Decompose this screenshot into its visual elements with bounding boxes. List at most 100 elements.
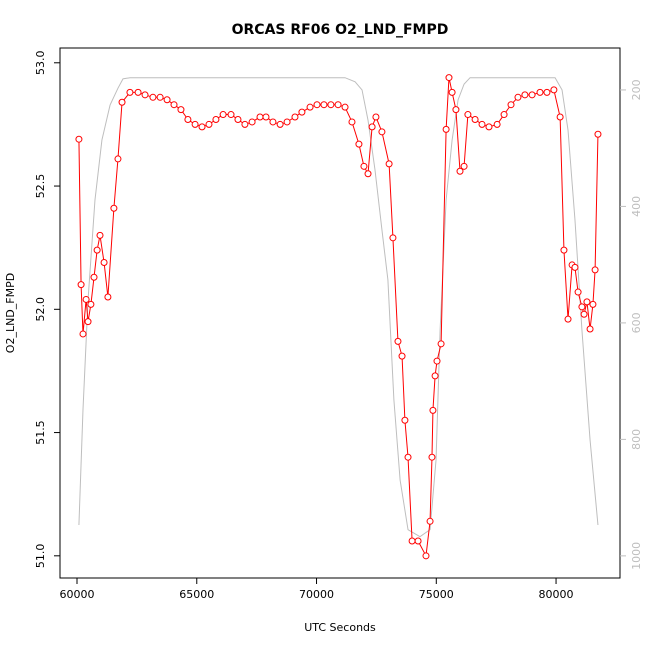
data-point — [96, 231, 104, 239]
data-point — [431, 372, 439, 380]
data-point — [198, 123, 206, 131]
data-point — [456, 167, 464, 175]
data-point — [93, 246, 101, 254]
data-point — [364, 170, 372, 178]
data-point — [87, 300, 95, 308]
data-point — [276, 120, 284, 128]
data-point — [90, 273, 98, 281]
data-point — [560, 246, 568, 254]
data-point — [191, 120, 199, 128]
data-point — [556, 113, 564, 121]
data-point — [177, 106, 185, 114]
x-tick-label: 60000 — [60, 588, 95, 601]
data-point — [84, 318, 92, 326]
data-point — [404, 453, 412, 461]
data-point — [580, 310, 588, 318]
data-point — [82, 295, 90, 303]
data-point — [445, 74, 453, 82]
x-tick-label: 75000 — [419, 588, 454, 601]
data-point — [313, 101, 321, 109]
y2-tick-label: 800 — [630, 429, 643, 450]
data-point — [170, 101, 178, 109]
y2-tick-label: 400 — [630, 196, 643, 217]
data-point — [291, 113, 299, 121]
data-point — [141, 91, 149, 99]
y2-tick-label: 1000 — [630, 542, 643, 570]
data-point — [500, 111, 508, 119]
data-point — [327, 101, 335, 109]
y2-tick-label: 200 — [630, 79, 643, 100]
y-tick-label: 51.5 — [34, 420, 47, 445]
data-point — [134, 88, 142, 96]
y-axis-title: O2_LND_FMPD — [4, 273, 17, 353]
data-point — [428, 453, 436, 461]
x-tick-label: 70000 — [299, 588, 334, 601]
data-point — [442, 125, 450, 133]
data-point — [163, 96, 171, 104]
data-point — [514, 93, 522, 101]
y-tick-label: 51.0 — [34, 544, 47, 569]
data-point — [256, 113, 264, 121]
data-point — [591, 266, 599, 274]
data-point — [408, 537, 416, 545]
data-point — [269, 118, 277, 126]
x-tick-label: 65000 — [179, 588, 214, 601]
data-point — [394, 337, 402, 345]
data-point — [414, 537, 422, 545]
data-point — [79, 330, 87, 338]
data-point — [110, 204, 118, 212]
y-tick-label: 52.0 — [34, 297, 47, 322]
data-point — [341, 103, 349, 111]
data-point — [227, 111, 235, 119]
data-point — [574, 288, 582, 296]
data-point — [594, 130, 602, 138]
data-point — [389, 234, 397, 242]
plot-frame — [59, 47, 621, 579]
y2-tick-label: 600 — [630, 312, 643, 333]
data-point — [578, 303, 586, 311]
data-point — [507, 101, 515, 109]
data-point — [75, 135, 83, 143]
data-point — [348, 118, 356, 126]
data-point — [586, 325, 594, 333]
y-tick-label: 52.5 — [34, 174, 47, 199]
data-point — [205, 120, 213, 128]
data-point — [114, 155, 122, 163]
data-point — [156, 93, 164, 101]
data-point — [485, 123, 493, 131]
data-point — [452, 106, 460, 114]
data-point — [550, 86, 558, 94]
data-point — [234, 115, 242, 123]
data-point — [77, 281, 85, 289]
data-point — [433, 357, 441, 365]
data-point — [437, 340, 445, 348]
data-point — [460, 162, 468, 170]
data-point — [126, 88, 134, 96]
data-point — [372, 113, 380, 121]
data-point — [118, 98, 126, 106]
y-tick-label: 53.0 — [34, 51, 47, 75]
data-point — [283, 118, 291, 126]
data-point — [219, 111, 227, 119]
data-point — [385, 160, 393, 168]
data-point — [360, 162, 368, 170]
data-point — [378, 128, 386, 136]
data-point — [471, 115, 479, 123]
data-point — [478, 120, 486, 128]
data-point — [241, 120, 249, 128]
data-point — [426, 517, 434, 525]
data-point — [528, 91, 536, 99]
data-point — [589, 300, 597, 308]
data-point — [536, 88, 544, 96]
data-point — [422, 552, 430, 560]
data-point — [320, 101, 328, 109]
data-point — [334, 101, 342, 109]
series-line — [78, 77, 599, 538]
data-point — [104, 293, 112, 301]
x-tick-label: 80000 — [539, 588, 574, 601]
data-point — [583, 298, 591, 306]
data-point — [464, 111, 472, 119]
data-point — [401, 416, 409, 424]
